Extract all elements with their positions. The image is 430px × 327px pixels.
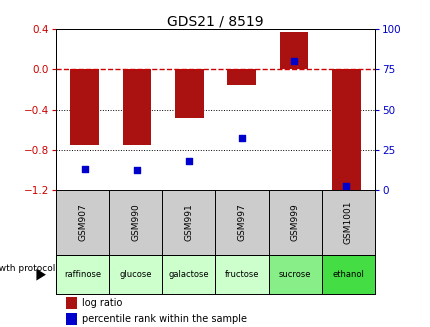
Point — [238, 136, 245, 141]
Text: growth protocol: growth protocol — [0, 264, 55, 273]
Bar — [162, 255, 215, 294]
Text: fructose: fructose — [224, 270, 259, 279]
Text: ethanol: ethanol — [332, 270, 363, 279]
Text: percentile rank within the sample: percentile rank within the sample — [81, 314, 246, 324]
Point — [290, 59, 297, 64]
Text: sucrose: sucrose — [278, 270, 311, 279]
Bar — [331, 70, 360, 190]
Bar — [227, 70, 255, 84]
Text: GSM907: GSM907 — [78, 203, 87, 241]
Bar — [215, 255, 268, 294]
Bar — [279, 32, 307, 70]
Text: GSM999: GSM999 — [290, 203, 299, 241]
Bar — [123, 70, 151, 145]
Point — [133, 168, 140, 173]
Text: galactose: galactose — [168, 270, 209, 279]
Bar — [268, 255, 321, 294]
Title: GDS21 / 8519: GDS21 / 8519 — [167, 14, 263, 28]
Text: GSM991: GSM991 — [184, 203, 193, 241]
Point — [185, 158, 192, 164]
Point — [81, 166, 88, 171]
Bar — [70, 70, 99, 145]
Bar — [109, 255, 162, 294]
Text: log ratio: log ratio — [81, 298, 122, 308]
Text: glucose: glucose — [119, 270, 152, 279]
Text: GSM990: GSM990 — [131, 203, 140, 241]
Text: raffinose: raffinose — [64, 270, 101, 279]
Bar — [65, 297, 77, 309]
Bar — [321, 255, 374, 294]
Point — [342, 184, 349, 189]
Polygon shape — [36, 269, 46, 281]
Text: GSM1001: GSM1001 — [343, 200, 352, 244]
Bar — [175, 70, 203, 118]
Text: GSM997: GSM997 — [237, 203, 246, 241]
Bar — [65, 313, 77, 325]
Bar — [56, 255, 109, 294]
